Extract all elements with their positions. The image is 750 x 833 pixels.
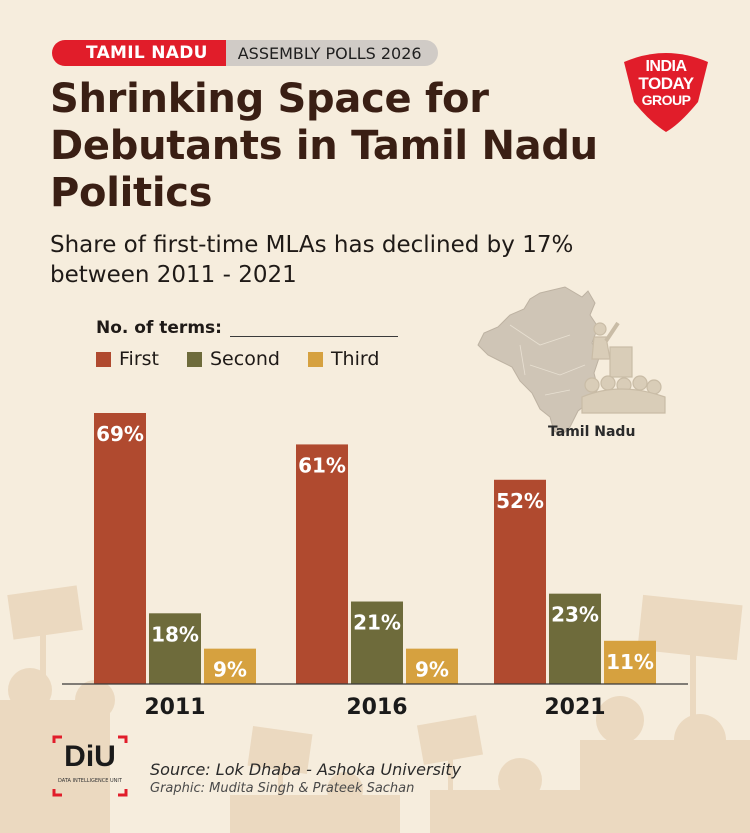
- bar-second-2011: [149, 613, 201, 684]
- data-label-first-2021: 52%: [496, 489, 544, 513]
- bar-first-2016: [296, 444, 348, 684]
- bar-third-2016: [406, 648, 458, 684]
- source-note: Source: Lok Dhaba - Ashoka University: [150, 760, 462, 779]
- data-label-second-2016: 21%: [353, 611, 401, 635]
- page-subtitle: Share of first-time MLAs has declined by…: [50, 232, 574, 288]
- legend-swatch-second: [187, 351, 202, 367]
- diu-logo-text: DiU: [64, 740, 116, 773]
- legend-item-first: First: [96, 348, 159, 370]
- bar-first-2021: [494, 479, 546, 684]
- bar-second-2016: [351, 601, 403, 684]
- map-label: Tamil Nadu: [548, 424, 636, 440]
- india-today-group-logo: [624, 53, 708, 132]
- data-label-second-2011: 18%: [151, 622, 199, 646]
- data-label-third-2016: 9%: [415, 658, 449, 682]
- page-title: Shrinking Space for Debutants in Tamil N…: [50, 76, 598, 216]
- legend-item-third: Third: [307, 348, 380, 370]
- legend-item-second: Second: [187, 348, 280, 370]
- legend-swatch-third: [307, 351, 323, 367]
- logo-line-3: GROUP: [641, 92, 691, 108]
- data-label-first-2016: 61%: [298, 453, 346, 477]
- diu-logo: [52, 735, 128, 797]
- data-label-first-2011: 69%: [96, 422, 144, 446]
- data-label-second-2021: 23%: [551, 603, 599, 627]
- data-label-third-2011: 9%: [213, 658, 247, 682]
- logo-line-1: INDIA: [645, 58, 687, 75]
- diu-logo-caption: DATA INTELLIGENCE UNIT: [58, 778, 122, 784]
- tamil-nadu-map-illustration: [477, 286, 666, 436]
- tag-state: TAMIL NADU: [52, 40, 226, 66]
- legend-label-second: Second: [210, 348, 280, 370]
- bar-third-2011: [204, 648, 256, 684]
- logo-line-2: TODAY: [638, 74, 694, 93]
- x-tick-label-2011: 2011: [144, 695, 205, 720]
- tag-election: ASSEMBLY POLLS 2026: [225, 40, 438, 66]
- data-label-third-2021: 11%: [606, 650, 654, 674]
- legend-title: No. of terms:: [96, 318, 222, 338]
- bar-first-2011: [94, 413, 146, 684]
- legend-label-third: Third: [330, 348, 380, 370]
- bar-second-2021: [549, 593, 601, 684]
- logo-text: INDIA TODAY GROUP: [620, 44, 712, 132]
- legend-divider: [230, 336, 398, 337]
- legend: First Second Third: [96, 348, 407, 370]
- graphic-credit: Graphic: Mudita Singh & Prateek Sachan: [150, 781, 415, 796]
- legend-label-first: First: [119, 348, 159, 370]
- bar-third-2021: [604, 640, 656, 684]
- x-tick-label-2021: 2021: [544, 695, 605, 720]
- x-tick-label-2016: 2016: [346, 695, 407, 720]
- tag-bar: TAMIL NADU ASSEMBLY POLLS 2026: [52, 40, 438, 66]
- legend-swatch-first: [96, 351, 111, 367]
